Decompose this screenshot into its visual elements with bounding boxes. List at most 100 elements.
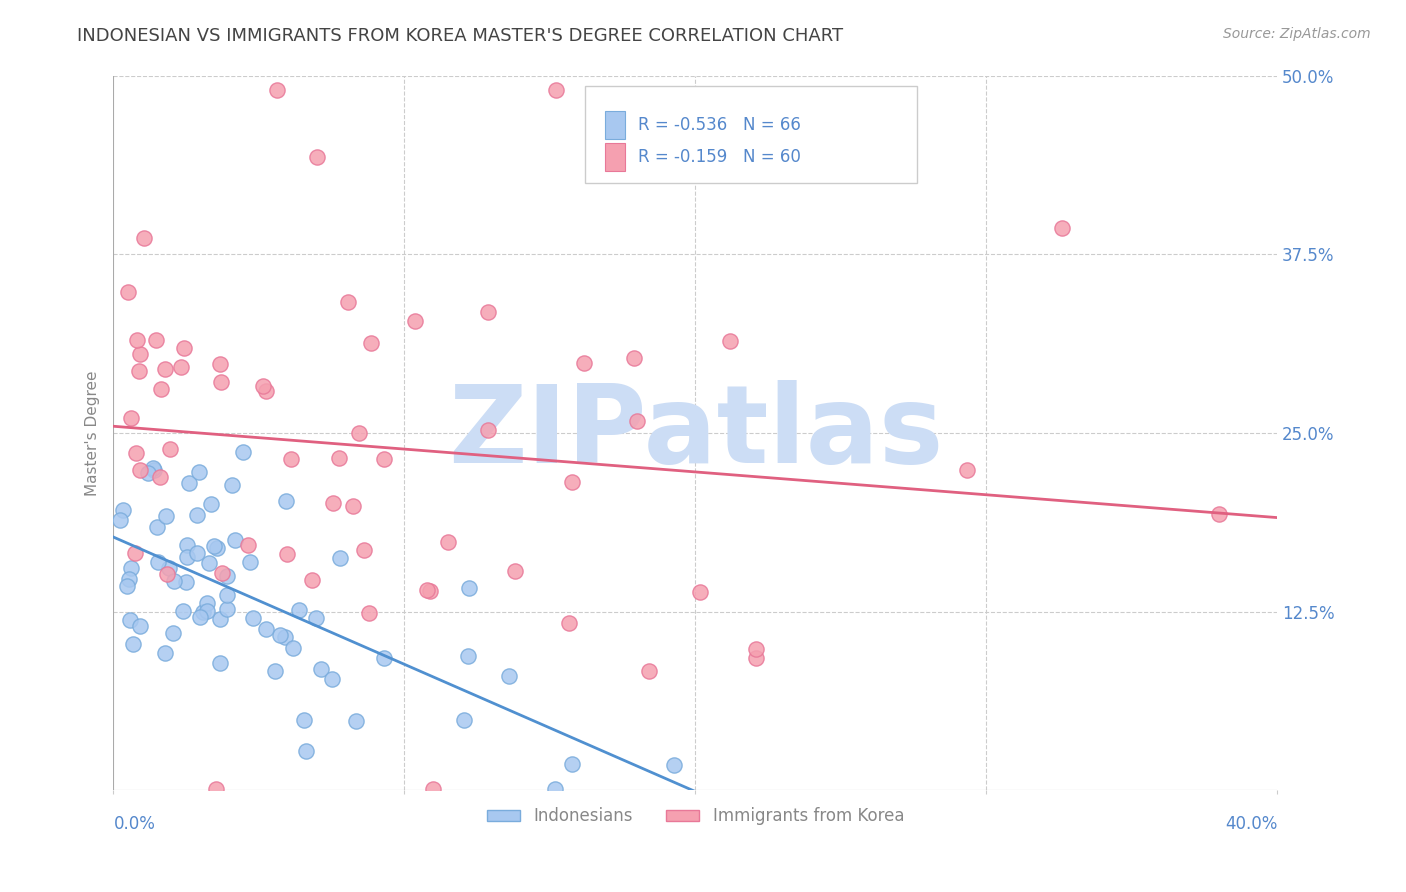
Point (186, 546, 208, 560)
Point (295, 744, 318, 758)
Point (288, 603, 311, 617)
Point (276, 494, 298, 508)
Point (623, 351, 645, 365)
Point (173, 341, 195, 355)
Text: Source: ZipAtlas.com: Source: ZipAtlas.com (1223, 27, 1371, 41)
Point (238, 538, 260, 552)
Point (120, 560, 142, 574)
Point (224, 533, 246, 547)
Point (337, 295, 360, 310)
Point (186, 508, 208, 523)
Point (188, 465, 211, 479)
Point (209, 657, 232, 671)
Point (360, 336, 382, 351)
Point (404, 314, 426, 328)
Point (221, 478, 243, 492)
Point (572, 356, 595, 370)
Text: 0.0%: 0.0% (114, 815, 156, 833)
Point (305, 611, 328, 625)
Point (172, 604, 194, 618)
Point (188, 609, 211, 624)
Y-axis label: Master's Degree: Master's Degree (86, 370, 100, 496)
Point (156, 566, 179, 581)
Point (197, 557, 219, 571)
Point (163, 574, 186, 588)
Point (143, 463, 166, 477)
Point (264, 664, 287, 678)
Point (328, 450, 350, 465)
Point (122, 637, 145, 651)
Point (453, 713, 475, 727)
Point (1050, 221, 1073, 235)
Point (209, 612, 232, 626)
Point (120, 613, 142, 627)
Text: INDONESIAN VS IMMIGRANTS FROM KOREA MASTER'S DEGREE CORRELATION CHART: INDONESIAN VS IMMIGRANTS FROM KOREA MAST… (77, 27, 844, 45)
Point (215, 569, 238, 583)
Point (637, 665, 659, 679)
Point (664, 757, 686, 772)
Point (128, 463, 150, 477)
Point (217, 588, 239, 602)
Point (347, 426, 370, 441)
Point (416, 583, 439, 598)
Point (373, 650, 395, 665)
Point (718, 334, 741, 348)
Point (136, 466, 159, 480)
Point (503, 564, 526, 578)
Legend: Indonesians, Immigrants from Korea: Indonesians, Immigrants from Korea (479, 801, 911, 832)
FancyBboxPatch shape (585, 87, 917, 183)
Point (209, 375, 232, 389)
Point (254, 384, 277, 398)
Point (142, 460, 165, 475)
Point (134, 231, 156, 245)
Point (124, 546, 146, 560)
Point (745, 650, 768, 665)
Point (148, 556, 170, 570)
Point (305, 150, 328, 164)
Point (217, 602, 239, 616)
Point (207, 541, 229, 555)
Point (193, 605, 215, 619)
Point (157, 560, 180, 574)
Point (353, 543, 375, 558)
Point (174, 574, 197, 589)
Text: 40.0%: 40.0% (1225, 815, 1277, 833)
Point (195, 605, 218, 619)
Point (120, 410, 142, 425)
Point (357, 607, 380, 621)
Point (242, 611, 264, 625)
Point (170, 359, 193, 374)
Text: ZIPatlas: ZIPatlas (447, 380, 943, 486)
Point (254, 622, 277, 636)
Point (232, 444, 254, 458)
Point (208, 357, 231, 371)
Point (689, 584, 711, 599)
Point (162, 625, 184, 640)
Text: R = -0.159   N = 60: R = -0.159 N = 60 (638, 148, 800, 166)
Point (111, 502, 134, 516)
Point (281, 641, 304, 656)
Point (117, 579, 139, 593)
Point (344, 714, 367, 728)
Point (125, 446, 148, 460)
Point (128, 364, 150, 378)
Point (176, 538, 198, 552)
Point (211, 566, 233, 580)
Point (457, 648, 479, 663)
Point (292, 713, 315, 727)
Point (127, 333, 149, 347)
Point (200, 497, 222, 511)
Point (309, 662, 332, 676)
Point (274, 630, 297, 644)
Point (458, 581, 481, 595)
Point (117, 285, 139, 300)
Point (561, 475, 583, 489)
Point (252, 378, 274, 392)
Point (205, 781, 228, 796)
Point (176, 549, 198, 564)
FancyBboxPatch shape (605, 111, 624, 139)
Point (177, 475, 200, 490)
Point (373, 452, 395, 467)
Point (280, 452, 302, 467)
Point (626, 414, 648, 428)
